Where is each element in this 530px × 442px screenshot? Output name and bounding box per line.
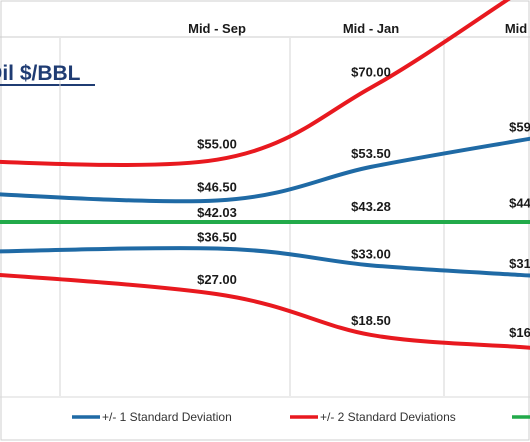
column-labels: Mid - Sep Mid - Jan Mid - bbox=[188, 21, 530, 36]
data-label-2sd-upper: $55.00 bbox=[197, 137, 237, 152]
data-label-center: $42.03 bbox=[197, 205, 237, 220]
legend-label: +/- 2 Standard Deviations bbox=[320, 410, 456, 424]
vertical-gridlines bbox=[59, 38, 445, 396]
column-label: Mid - Sep bbox=[188, 21, 246, 36]
data-label-1sd-upper: $59 bbox=[509, 119, 530, 134]
series-lines bbox=[0, 0, 530, 350]
column-label: Mid - Jan bbox=[343, 21, 399, 36]
data-label-1sd-lower: $31 bbox=[509, 256, 530, 271]
series-line-1sd-lower bbox=[0, 246, 530, 278]
chart-title: Oil $/BBL bbox=[0, 62, 81, 85]
series-line-2sd-lower bbox=[0, 272, 530, 350]
data-label-2sd-lower: $18.50 bbox=[351, 313, 391, 328]
column-label: Mid - bbox=[505, 21, 530, 36]
data-label-2sd-lower: $16 bbox=[509, 325, 530, 340]
data-label-center: $44 bbox=[509, 196, 530, 211]
legend: +/- 1 Standard Deviation +/- 2 Standard D… bbox=[72, 410, 530, 424]
legend-label: +/- 1 Standard Deviation bbox=[102, 410, 232, 424]
data-label-1sd-lower: $33.00 bbox=[351, 246, 391, 261]
data-label-1sd-lower: $36.50 bbox=[197, 230, 237, 245]
data-label-2sd-upper: $70.00 bbox=[351, 65, 391, 80]
data-label-1sd-upper: $53.50 bbox=[351, 146, 391, 161]
data-label-1sd-upper: $46.50 bbox=[197, 179, 237, 194]
series-line-2sd-upper bbox=[0, 0, 511, 167]
series-line-1sd-upper bbox=[0, 136, 530, 204]
data-label-center: $43.28 bbox=[351, 199, 391, 214]
data-labels: $55.00$70.00$90$46.50$53.50$59$42.03$43.… bbox=[197, 65, 530, 340]
data-label-2sd-lower: $27.00 bbox=[197, 272, 237, 287]
